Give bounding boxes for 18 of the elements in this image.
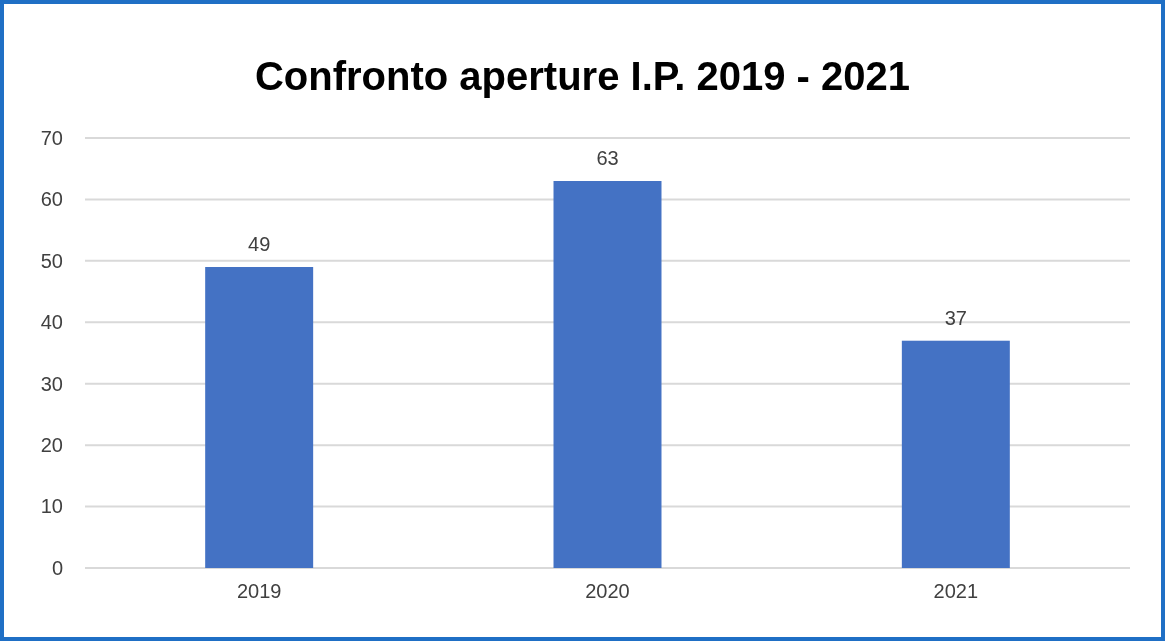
- y-tick-label: 30: [40, 372, 63, 395]
- y-tick-label: 60: [40, 188, 63, 211]
- data-label: 49: [248, 233, 271, 255]
- data-label: 63: [596, 147, 619, 169]
- bar: [553, 181, 662, 568]
- x-tick-label: 2019: [236, 580, 282, 603]
- y-tick-label: 50: [40, 249, 63, 272]
- bar: [901, 340, 1010, 568]
- bar: [205, 267, 314, 568]
- data-label: 37: [944, 306, 967, 329]
- y-tick-label: 70: [40, 126, 63, 149]
- y-tick-label: 20: [40, 434, 63, 457]
- y-tick-label: 40: [40, 311, 63, 334]
- chart-title: Confronto aperture I.P. 2019 - 2021: [254, 54, 911, 98]
- x-tick-label: 2021: [933, 580, 979, 603]
- y-tick-label: 10: [40, 495, 63, 518]
- y-tick-label: 0: [51, 556, 63, 579]
- x-tick-label: 2020: [585, 580, 630, 603]
